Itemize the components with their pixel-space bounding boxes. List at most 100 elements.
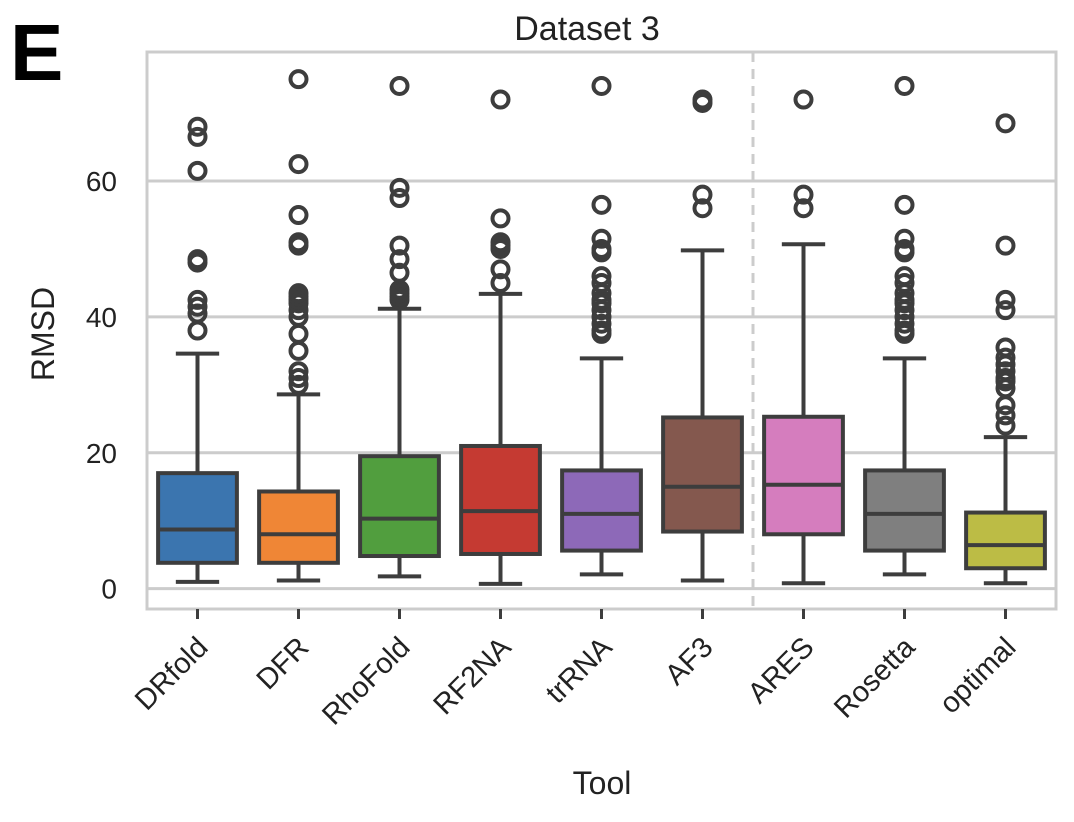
outlier-point — [995, 405, 1016, 426]
outlier-point — [894, 194, 915, 215]
outlier-point — [692, 198, 713, 219]
y-tick-label: 0 — [101, 574, 117, 605]
outlier-point — [995, 347, 1016, 368]
x-axis-label: Tool — [573, 765, 632, 801]
outlier-point — [389, 75, 410, 96]
outlier-point — [995, 415, 1016, 436]
outlier-point — [187, 116, 208, 137]
y-tick-label: 60 — [86, 166, 117, 197]
outlier-point — [591, 320, 612, 341]
iqr-box — [257, 489, 340, 565]
y-axis-ticks: 0 20 40 60 — [86, 166, 117, 605]
outlier-point — [187, 296, 208, 317]
iqr-box — [560, 468, 643, 553]
panel-label: E — [10, 8, 63, 97]
box-DRfold — [156, 116, 239, 584]
outlier-point — [288, 205, 309, 226]
outlier-point — [490, 272, 511, 293]
outlier-point — [591, 228, 612, 249]
x-axis-ticks: DRfold DFR RhoFold RF2NA trRNA AF3 ARES Rosetta… — [129, 609, 1022, 731]
iqr-box — [964, 510, 1047, 571]
outlier-point — [995, 235, 1016, 256]
outlier-point — [995, 300, 1016, 321]
chart-title: Dataset 3 — [514, 10, 660, 48]
iqr-box — [156, 471, 239, 565]
outlier-point — [591, 75, 612, 96]
outlier-point — [490, 232, 511, 253]
iqr-box — [358, 454, 441, 559]
outlier-point — [288, 154, 309, 175]
outlier-point — [288, 232, 309, 253]
outlier-point — [389, 235, 410, 256]
iqr-box — [661, 415, 744, 534]
x-tick-label: trRNA — [540, 631, 619, 710]
outlier-point — [793, 184, 814, 205]
outlier-point — [894, 238, 915, 259]
outlier-point — [288, 69, 309, 90]
box-trRNA — [560, 75, 643, 577]
x-tick-label: ARES — [742, 631, 820, 709]
outlier-point — [187, 320, 208, 341]
box-RhoFold — [358, 75, 441, 579]
box-DFR — [257, 69, 340, 583]
x-tick-label: DFR — [251, 631, 316, 696]
outlier-point — [793, 89, 814, 110]
y-tick-label: 40 — [86, 302, 117, 333]
outlier-point — [490, 89, 511, 110]
x-tick-label: optimal — [934, 631, 1023, 720]
outlier-point — [894, 75, 915, 96]
outlier-point — [591, 194, 612, 215]
outlier-point — [288, 374, 309, 395]
box-ARES — [762, 89, 845, 586]
box-AF3 — [661, 89, 744, 583]
outlier-point — [995, 368, 1016, 389]
x-tick-label: AF3 — [659, 631, 719, 691]
iqr-box — [863, 468, 946, 553]
outlier-point — [894, 320, 915, 341]
x-tick-label: RF2NA — [428, 631, 518, 721]
outlier-point — [894, 272, 915, 293]
outlier-point — [591, 313, 612, 334]
outlier-point — [389, 249, 410, 270]
outlier-point — [995, 289, 1016, 310]
outlier-point — [389, 188, 410, 209]
x-tick-label: RhoFold — [316, 631, 416, 731]
outlier-point — [288, 323, 309, 344]
outlier-point — [995, 361, 1016, 382]
outlier-point — [288, 368, 309, 389]
outlier-point — [490, 259, 511, 280]
outlier-point — [187, 303, 208, 324]
y-axis-label: RMSD — [25, 287, 61, 381]
outlier-point — [995, 337, 1016, 358]
outlier-point — [894, 313, 915, 334]
outlier-point — [793, 198, 814, 219]
outlier-point — [995, 395, 1016, 416]
outlier-point — [187, 289, 208, 310]
outlier-point — [288, 283, 309, 304]
outlier-point — [187, 160, 208, 181]
iqr-box — [459, 443, 542, 556]
y-tick-label: 20 — [86, 438, 117, 469]
boxes-group — [156, 69, 1047, 586]
outlier-point — [288, 340, 309, 361]
box-optimal — [964, 113, 1047, 586]
outlier-point — [692, 89, 713, 110]
outlier-point — [288, 361, 309, 382]
outlier-point — [187, 126, 208, 147]
outlier-point — [894, 266, 915, 287]
outlier-point — [591, 266, 612, 287]
box-Rosetta — [863, 75, 946, 577]
outlier-point — [187, 249, 208, 270]
outlier-point — [591, 272, 612, 293]
outlier-point — [692, 184, 713, 205]
outlier-point — [490, 208, 511, 229]
iqr-box — [762, 414, 845, 537]
outlier-point — [389, 177, 410, 198]
box-RF2NA — [459, 89, 542, 586]
outlier-point — [995, 113, 1016, 134]
outlier-point — [591, 238, 612, 259]
x-tick-label: DRfold — [129, 631, 214, 716]
outlier-point — [894, 228, 915, 249]
outlier-point — [389, 262, 410, 283]
